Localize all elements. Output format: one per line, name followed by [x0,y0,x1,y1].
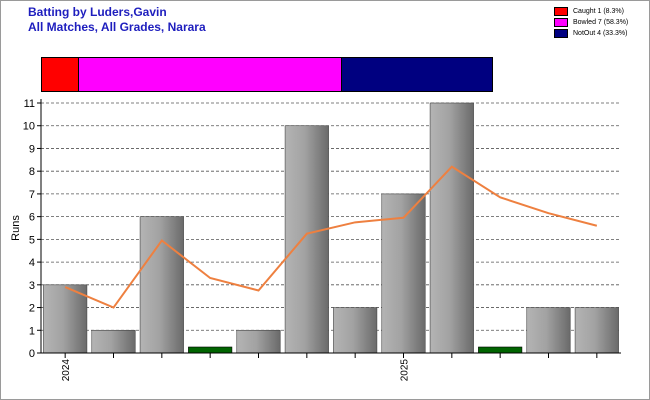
y-tick-label: 8 [29,166,35,178]
bar [139,216,184,354]
y-tick-label: 11 [24,98,35,110]
summary-segment [341,58,492,91]
y-tick-label: 0 [29,348,35,360]
legend-item: NotOut 4 (33.3%) [554,28,644,38]
chart-subtitle: All Matches, All Grades, Narara [28,20,206,34]
average-line [64,165,598,309]
y-tick-label: 7 [29,189,35,201]
y-axis-label: Runs [10,215,22,241]
bar [91,329,136,354]
legend-swatch [554,6,568,16]
legend-label: Caught 1 (8.3%) [573,7,624,15]
y-tick-label: 5 [29,234,35,246]
bar [526,307,571,354]
y-tick-label: 6 [29,212,35,224]
x-tick-label: 2025 [400,359,411,382]
bar [429,102,474,354]
duck-bar [478,346,523,354]
legend-item: Caught 1 (8.3%) [554,6,644,16]
legend-swatch [554,28,568,38]
bar [236,329,281,354]
legend-label: NotOut 4 (33.3%) [573,29,628,37]
chart-title: Batting by Luders,Gavin [28,5,167,19]
legend-item: Bowled 7 (58.3%) [554,17,644,27]
legend-label: Bowled 7 (58.3%) [573,18,629,26]
summary-segment [79,58,342,91]
legend: Caught 1 (8.3%) Bowled 7 (58.3%) NotOut 4 … [554,6,644,39]
y-tick-label: 10 [23,121,35,133]
y-tick-label: 9 [29,143,35,155]
x-tick-label: 2024 [61,359,72,382]
bar [574,307,619,354]
y-tick-label: 4 [29,257,35,269]
bar [381,193,426,354]
summary-segment [42,58,80,91]
y-tick-label: 3 [29,280,35,292]
duck-bar [188,346,233,354]
dismissal-summary-bar [41,57,493,92]
bar [333,307,378,354]
bar [284,125,329,354]
bar [43,284,88,354]
y-tick-label: 1 [29,325,35,337]
legend-swatch [554,17,568,27]
y-tick-label: 2 [29,303,35,315]
